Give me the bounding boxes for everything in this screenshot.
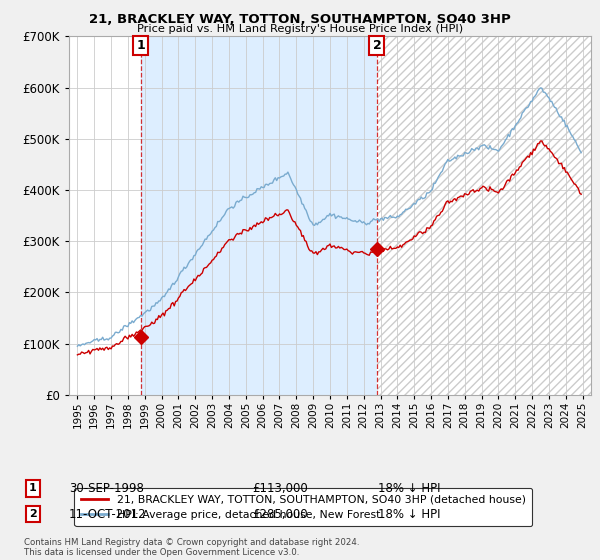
Bar [377,36,591,395]
Bar [377,36,591,395]
Text: Price paid vs. HM Land Registry's House Price Index (HPI): Price paid vs. HM Land Registry's House … [137,24,463,34]
Text: 1: 1 [29,483,37,493]
Text: 18% ↓ HPI: 18% ↓ HPI [378,507,440,521]
Text: 2: 2 [373,39,382,52]
Text: 18% ↓ HPI: 18% ↓ HPI [378,482,440,495]
Legend: 21, BRACKLEY WAY, TOTTON, SOUTHAMPTON, SO40 3HP (detached house), HPI: Average p: 21, BRACKLEY WAY, TOTTON, SOUTHAMPTON, S… [74,488,532,526]
Text: 11-OCT-2012: 11-OCT-2012 [69,507,146,521]
Text: 1: 1 [136,39,145,52]
Text: 21, BRACKLEY WAY, TOTTON, SOUTHAMPTON, SO40 3HP: 21, BRACKLEY WAY, TOTTON, SOUTHAMPTON, S… [89,13,511,26]
Text: Contains HM Land Registry data © Crown copyright and database right 2024.
This d: Contains HM Land Registry data © Crown c… [24,538,359,557]
Bar [140,36,377,395]
Text: £285,000: £285,000 [252,507,308,521]
Text: 2: 2 [29,509,37,519]
Text: 30-SEP-1998: 30-SEP-1998 [69,482,144,495]
Text: £113,000: £113,000 [252,482,308,495]
